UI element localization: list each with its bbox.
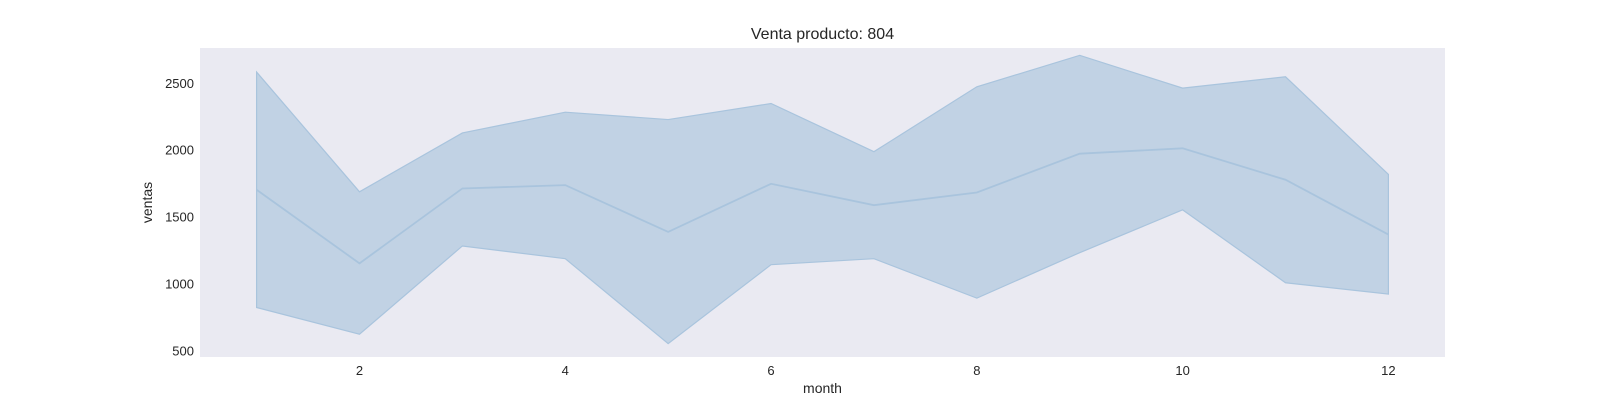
y-tick-label: 500 bbox=[172, 343, 194, 358]
x-axis-label: month bbox=[803, 380, 842, 396]
x-tick-label: 6 bbox=[767, 363, 774, 378]
x-tick-label: 10 bbox=[1175, 363, 1189, 378]
mean-line bbox=[256, 147, 1389, 265]
x-tick-label: 12 bbox=[1381, 363, 1395, 378]
x-tick-label: 8 bbox=[973, 363, 980, 378]
chart-title: Venta producto: 804 bbox=[751, 26, 894, 43]
x-tick-label: 2 bbox=[356, 363, 363, 378]
y-tick-label: 1500 bbox=[165, 210, 194, 225]
y-tick-label: 2500 bbox=[165, 76, 194, 91]
y-tick-label: 1000 bbox=[165, 276, 194, 291]
y-tick-label: 2000 bbox=[165, 143, 194, 158]
confidence-band bbox=[255, 54, 1390, 345]
x-tick-label: 4 bbox=[562, 363, 569, 378]
y-axis-label: ventas bbox=[139, 182, 155, 223]
